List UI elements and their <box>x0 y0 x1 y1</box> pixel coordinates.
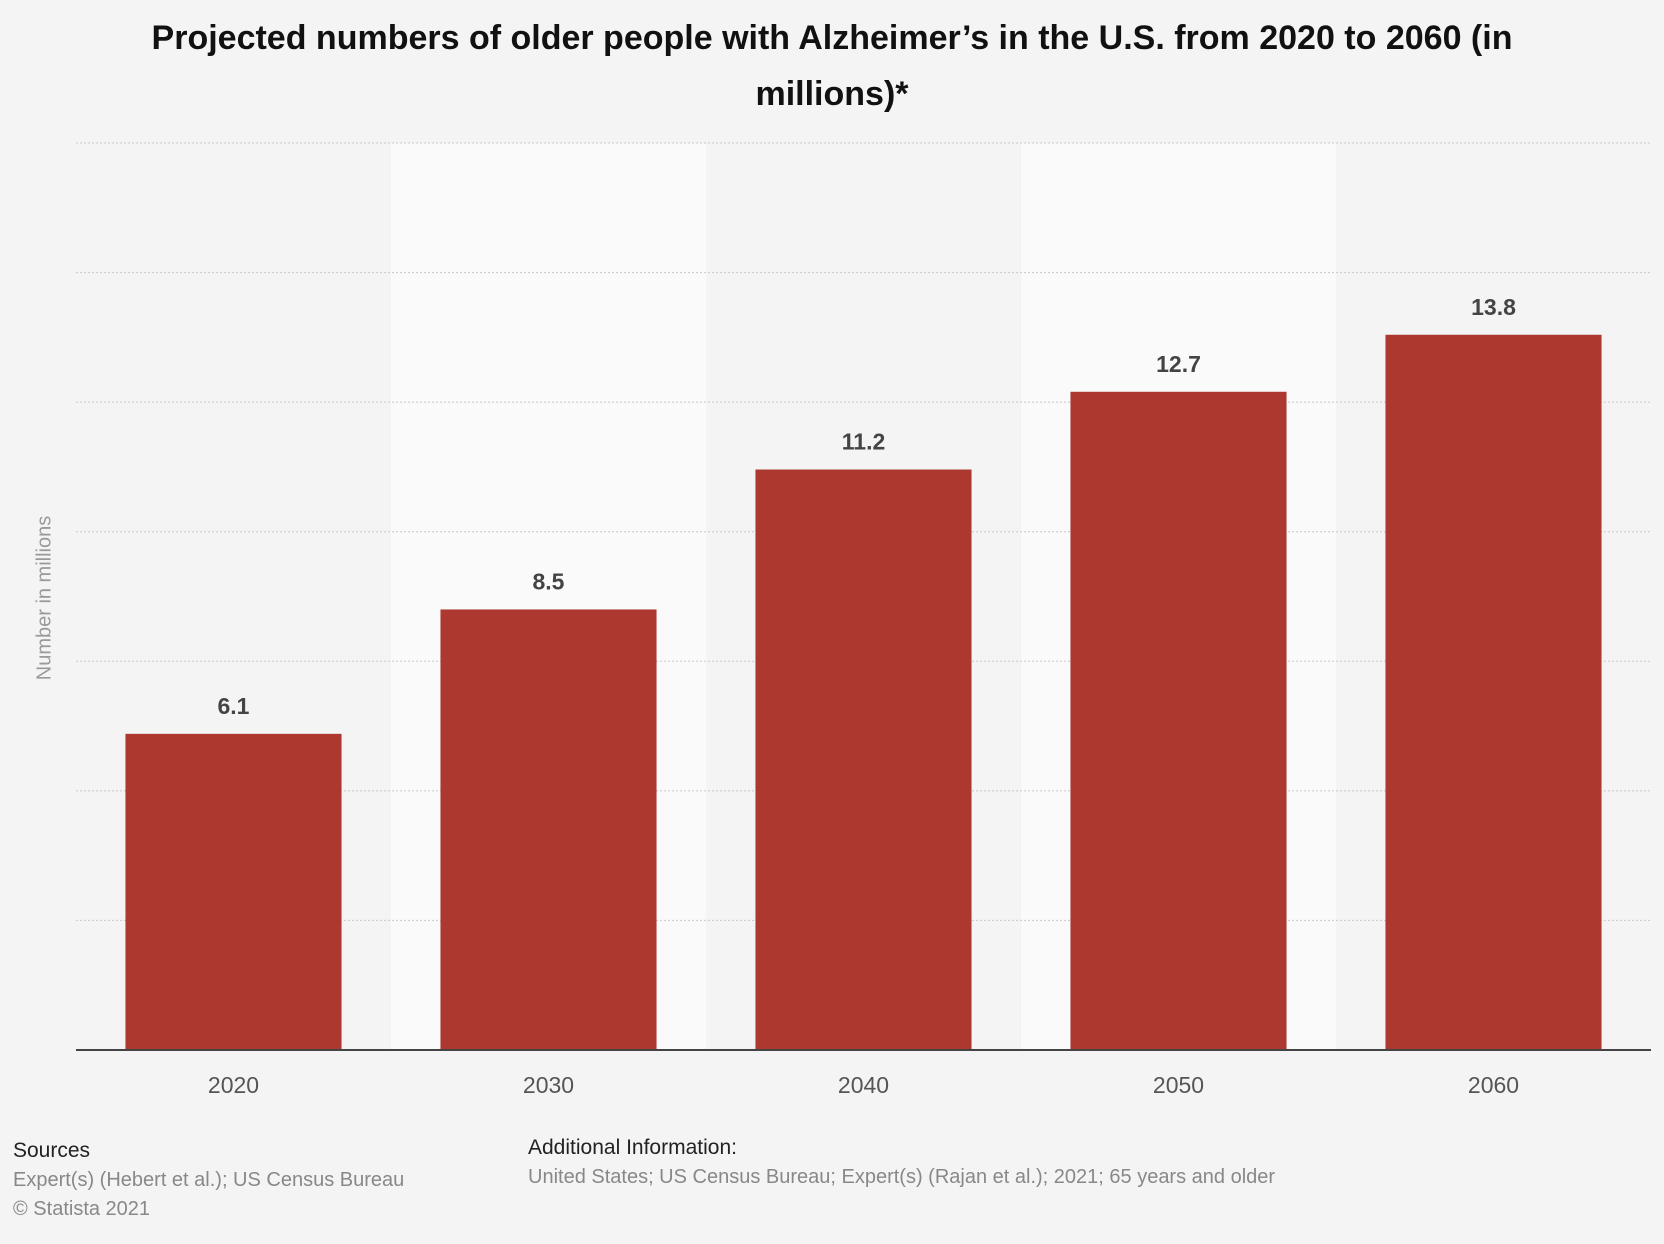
bar <box>1385 334 1602 1050</box>
bar <box>1070 391 1287 1051</box>
value-label: 12.7 <box>1156 351 1201 377</box>
copyright: © Statista 2021 <box>13 1198 151 1220</box>
bar <box>440 609 657 1050</box>
value-label: 11.2 <box>842 429 886 455</box>
y-axis-label: Number in millions <box>33 516 55 681</box>
x-tick-label: 2030 <box>523 1072 574 1098</box>
value-label: 13.8 <box>1471 294 1516 320</box>
value-label: 6.1 <box>218 693 250 719</box>
value-label: 8.5 <box>533 569 565 595</box>
bar <box>755 469 972 1050</box>
x-tick-label: 2020 <box>208 1072 259 1098</box>
bar <box>125 733 342 1050</box>
x-tick-label: 2050 <box>1153 1072 1204 1098</box>
additional-info: United States; US Census Bureau; Expert(… <box>528 1166 1276 1188</box>
sources: Expert(s) (Hebert et al.); US Census Bur… <box>13 1169 405 1191</box>
additional-heading: Additional Information: <box>528 1136 737 1159</box>
x-tick-label: 2040 <box>838 1072 889 1098</box>
x-tick-label: 2060 <box>1468 1072 1519 1098</box>
sources-heading: Sources <box>13 1139 91 1162</box>
chart-title: Projected numbers of older people with A… <box>151 19 1513 113</box>
